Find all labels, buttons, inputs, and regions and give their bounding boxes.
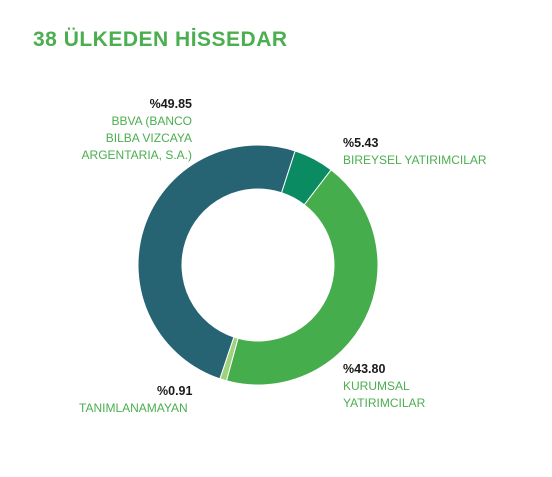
label-bbva-percent: %49.85 (149, 97, 192, 111)
label-bireysel: %5.43 BIREYSEL YATIRIMCILAR (343, 135, 543, 169)
label-bireysel-line-1: BIREYSEL YATIRIMCILAR (343, 153, 487, 167)
label-tanimlanamayan: %0.91 TANIMLANAMAYAN (79, 383, 239, 417)
label-bbva-line-2: BILBA VIZCAYA (105, 131, 192, 145)
label-bbva: %49.85 BBVA (BANCO BILBA VIZCAYA ARGENTA… (40, 96, 192, 164)
slice-3 (137, 144, 296, 380)
label-tanimlanamayan-line-1: TANIMLANAMAYAN (79, 401, 188, 415)
label-kurumsal-percent: %43.80 (343, 362, 386, 376)
chart-title: 38 ÜLKEDEN HİSSEDAR (33, 28, 288, 51)
slice-1 (225, 169, 379, 386)
label-bbva-line-1: BBVA (BANCO (111, 114, 192, 128)
label-bireysel-percent: %5.43 (343, 136, 379, 150)
label-kurumsal-line-1: KURUMSAL (343, 379, 410, 393)
label-kurumsal-line-2: YATIRIMCILAR (343, 396, 426, 410)
label-tanimlanamayan-percent: %0.91 (157, 384, 193, 398)
label-bbva-line-3: ARGENTARIA, S.A.) (81, 148, 192, 162)
label-kurumsal: %43.80 KURUMSAL YATIRIMCILAR (343, 361, 523, 412)
